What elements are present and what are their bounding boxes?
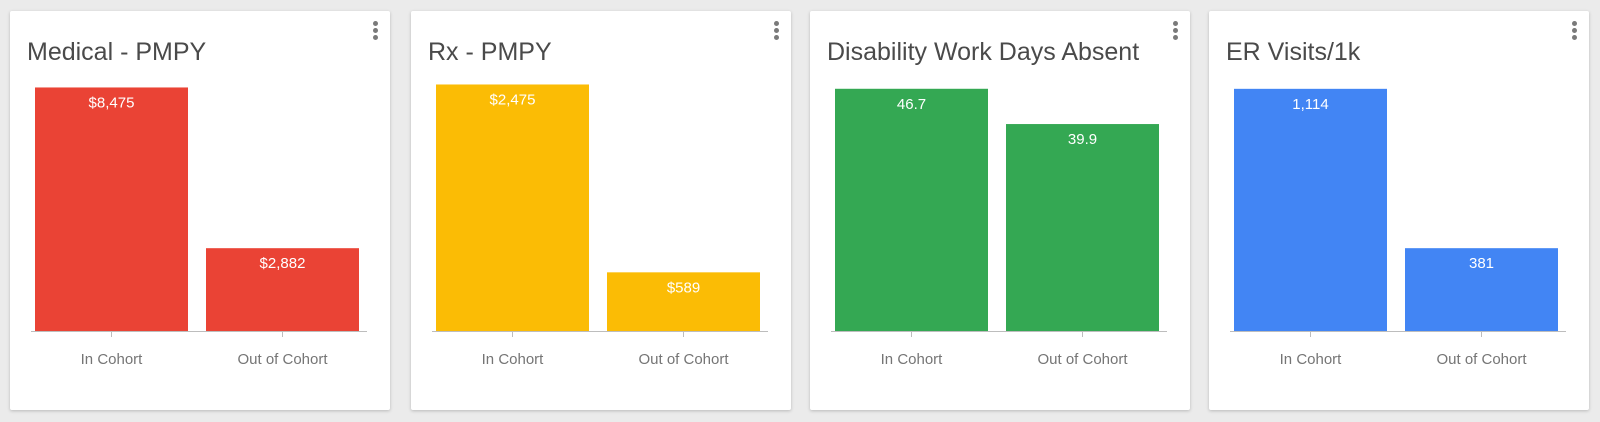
bar-value-label: $2,475 (490, 91, 536, 108)
bar-value-label: $8,475 (89, 94, 135, 111)
bar-chart-medical: $8,475 In Cohort $2,882 Out of Cohort (31, 87, 367, 368)
card-rx: Rx - PMPY $2,475 In Cohort $589 Out of Coho… (411, 11, 791, 410)
bar-out-of-cohort[interactable] (607, 272, 760, 331)
chart-title: Disability Work Days Absent (827, 38, 1140, 66)
bar-value-label: 46.7 (897, 96, 926, 113)
x-tick-label: Out of Cohort (1037, 351, 1128, 368)
more-options-icon[interactable] (1567, 21, 1581, 45)
bar-value-label: 1,114 (1292, 96, 1328, 113)
x-tick-label: In Cohort (81, 351, 144, 368)
card-disability: Disability Work Days Absent 46.7 In Cohor… (810, 11, 1190, 410)
bar-out-of-cohort[interactable] (1405, 248, 1558, 331)
x-tick-label: Out of Cohort (638, 351, 729, 368)
card-medical: Medical - PMPY $8,475 In Cohort $2,882 Out … (10, 11, 390, 410)
x-tick-label: In Cohort (881, 351, 944, 368)
bar-chart-rx: $2,475 In Cohort $589 Out of Cohort (432, 84, 768, 368)
x-tick-label: Out of Cohort (1436, 351, 1527, 368)
more-options-icon[interactable] (368, 21, 382, 45)
bar-in-cohort[interactable] (1234, 88, 1387, 332)
bar-in-cohort[interactable] (35, 87, 188, 331)
bar-out-of-cohort[interactable] (206, 248, 359, 331)
x-tick-label: In Cohort (1280, 351, 1343, 368)
bar-value-label: $2,882 (260, 255, 306, 272)
x-tick-label: In Cohort (482, 351, 545, 368)
chart-title: Medical - PMPY (27, 38, 207, 66)
bar-out-of-cohort[interactable] (1006, 124, 1159, 331)
bar-chart-disability: 46.7 In Cohort 39.9 Out of Cohort (831, 88, 1167, 368)
x-tick-label: Out of Cohort (237, 351, 328, 368)
bar-value-label: 381 (1469, 255, 1494, 272)
card-er-visits: ER Visits/1k 1,114 In Cohort 381 Out of Coh… (1209, 11, 1589, 410)
bar-chart-er-visits: 1,114 In Cohort 381 Out of Cohort (1230, 88, 1566, 368)
more-options-icon[interactable] (1168, 21, 1182, 45)
chart-title: Rx - PMPY (428, 38, 552, 66)
bar-in-cohort[interactable] (835, 88, 988, 331)
chart-title: ER Visits/1k (1226, 38, 1361, 66)
more-options-icon[interactable] (769, 21, 783, 45)
bar-value-label: 39.9 (1068, 131, 1097, 148)
bar-in-cohort[interactable] (436, 84, 589, 331)
bar-value-label: $589 (667, 279, 700, 296)
